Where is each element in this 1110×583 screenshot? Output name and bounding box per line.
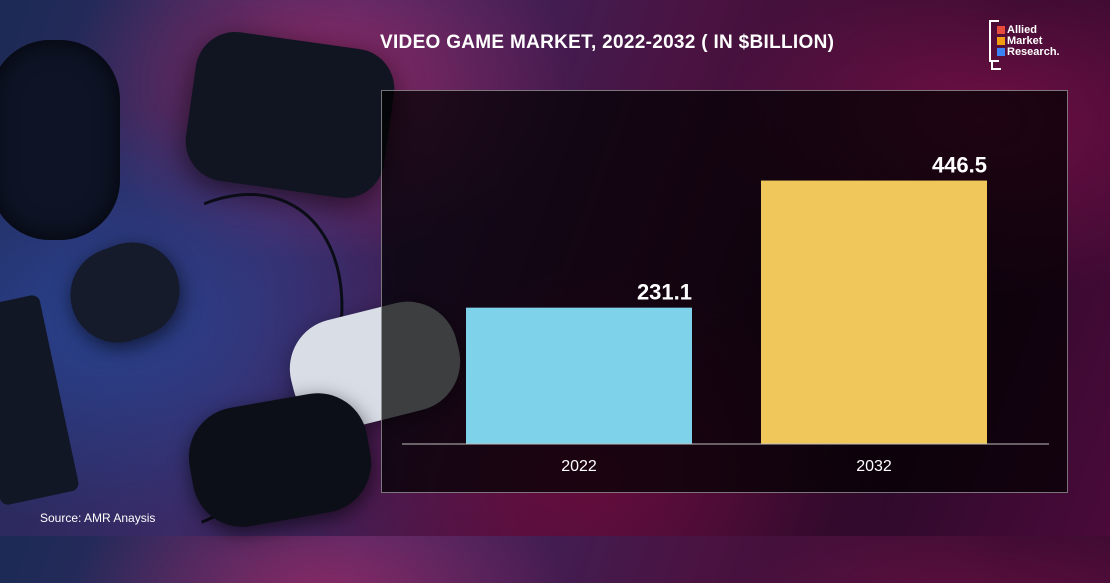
chart-title: VIDEO GAME MARKET, 2022-2032 ( IN $BILLI… bbox=[380, 32, 835, 53]
bar-2022 bbox=[466, 307, 692, 444]
logo-square-red bbox=[997, 26, 1005, 34]
logo-square-orange bbox=[997, 37, 1005, 45]
logo-word-research: Research. bbox=[1007, 46, 1060, 58]
x-tick-2022: 2022 bbox=[561, 458, 597, 475]
logo-word-market: Market bbox=[1007, 35, 1043, 47]
logo-bracket bbox=[989, 20, 999, 62]
bar-2032 bbox=[761, 180, 987, 444]
value-label-2022: 231.1 bbox=[637, 280, 692, 305]
vr-headset-image bbox=[180, 26, 400, 204]
chart-panel: 231.1 2022 446.5 2032 bbox=[381, 90, 1068, 493]
x-tick-2032: 2032 bbox=[856, 458, 892, 475]
value-label-2032: 446.5 bbox=[932, 153, 987, 178]
source-note: Source: AMR Anaysis bbox=[40, 511, 156, 525]
bar-chart: 231.1 2022 446.5 2032 bbox=[402, 153, 1049, 475]
logo-word-allied: Allied bbox=[1007, 24, 1037, 36]
allied-market-research-logo: Allied Market Research. bbox=[989, 20, 1084, 70]
logo-square-blue bbox=[997, 48, 1005, 56]
logo-tail bbox=[991, 60, 1001, 70]
headset-image bbox=[0, 40, 120, 240]
